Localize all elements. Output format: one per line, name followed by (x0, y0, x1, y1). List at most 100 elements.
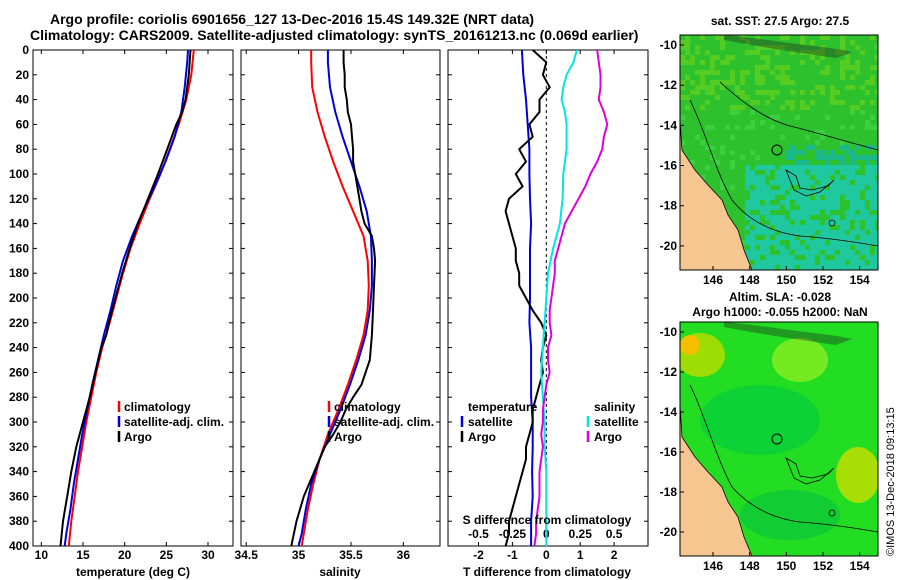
sst-pixel (855, 215, 860, 220)
sst-pixel (855, 225, 860, 230)
sst-pixel (805, 235, 810, 240)
sst-pixel (820, 200, 825, 205)
sst-pixel (865, 125, 870, 130)
sst-pixel (715, 95, 720, 100)
sst-pixel (830, 195, 835, 200)
sst-pixel (745, 200, 750, 205)
legend-climatology-label: climatology (334, 400, 401, 414)
sst-pixel (805, 175, 810, 180)
sst-pixel (810, 200, 815, 205)
sst-pixel (785, 250, 790, 255)
depth-tick-label: 180 (9, 266, 29, 280)
sst-pixel (750, 125, 755, 130)
sst-pixel (800, 175, 805, 180)
sst-pixel (820, 205, 825, 210)
sst-pixel (870, 125, 875, 130)
sst-pixel (795, 200, 800, 205)
sst-pixel (765, 195, 770, 200)
sst-pixel (855, 70, 860, 75)
sst-pixel (855, 180, 860, 185)
sst-pixel (745, 205, 750, 210)
sst-pixel (775, 235, 780, 240)
sst-pixel (755, 200, 760, 205)
sst-pixel (810, 220, 815, 225)
sst-pixel (860, 85, 865, 90)
series-line-t-satellite (520, 50, 534, 546)
sst-pixel (805, 205, 810, 210)
sst-pixel (730, 185, 735, 190)
sst-pixel (775, 190, 780, 195)
map-lat-label: -20 (660, 239, 678, 253)
sst-pixel (805, 185, 810, 190)
sst-pixel (700, 105, 705, 110)
sst-pixel (855, 220, 860, 225)
sst-pixel (725, 60, 730, 65)
sst-pixel (870, 165, 875, 170)
sst-pixel (770, 95, 775, 100)
map-lat-label: -10 (660, 38, 678, 52)
sst-pixel (780, 190, 785, 195)
sst-pixel (790, 180, 795, 185)
depth-tick-label: 340 (9, 465, 29, 479)
sst-pixel (840, 265, 845, 270)
sst-pixel (760, 260, 765, 265)
sst-pixel (830, 165, 835, 170)
sst-pixel (795, 150, 800, 155)
sst-pixel (825, 70, 830, 75)
sst-pixel (700, 140, 705, 145)
sst-pixel (840, 70, 845, 75)
sst-pixel (870, 100, 875, 105)
sst-pixel (755, 175, 760, 180)
sst-pixel (800, 60, 805, 65)
sst-pixel (680, 80, 685, 85)
sst-pixel (855, 155, 860, 160)
difference-series (504, 50, 609, 546)
sst-pixel (810, 100, 815, 105)
sst-pixel (745, 165, 750, 170)
depth-tick-label: 40 (16, 93, 30, 107)
sst-pixel (755, 65, 760, 70)
sst-pixel (830, 245, 835, 250)
sla-low-s (740, 490, 840, 540)
sst-pixel (815, 210, 820, 215)
sst-reef-2 (828, 219, 836, 227)
sst-pixel (785, 155, 790, 160)
sst-pixel (750, 100, 755, 105)
sst-pixel (820, 190, 825, 195)
map-lat-label: -16 (660, 445, 678, 459)
sst-pixel (815, 220, 820, 225)
sst-pixel (810, 250, 815, 255)
map-lon-label: 146 (703, 273, 723, 287)
sst-pixel (790, 145, 795, 150)
sst-pixel (750, 205, 755, 210)
sst-pixel (730, 150, 735, 155)
sst-pixel (850, 190, 855, 195)
legend-satellite-label: satellite-adj. clim. (124, 415, 224, 429)
x-tick-label: 2 (611, 548, 618, 562)
sst-pixel (845, 170, 850, 175)
sst-pixel (875, 45, 878, 50)
sst-pixel (795, 260, 800, 265)
sst-pixel (825, 170, 830, 175)
sst-pixel (800, 160, 805, 165)
sst-pixel (780, 255, 785, 260)
sst-png-coast (724, 35, 852, 58)
sst-pixel (865, 80, 870, 85)
sst-pixel (745, 210, 750, 215)
sst-pixel (770, 90, 775, 95)
sst-pixel (840, 230, 845, 235)
sst-pixel (750, 240, 755, 245)
sst-pixel (685, 45, 690, 50)
sst-pixel (775, 205, 780, 210)
sst-pixel (710, 125, 715, 130)
sst-pixel (805, 240, 810, 245)
sst-pixel (685, 60, 690, 65)
sst-pixel (795, 170, 800, 175)
sst-pixel (705, 50, 710, 55)
sst-pixel (785, 150, 790, 155)
sst-pixel (755, 215, 760, 220)
sst-pixel (785, 180, 790, 185)
sst-pixel (785, 65, 790, 70)
sst-pixel (875, 245, 878, 250)
